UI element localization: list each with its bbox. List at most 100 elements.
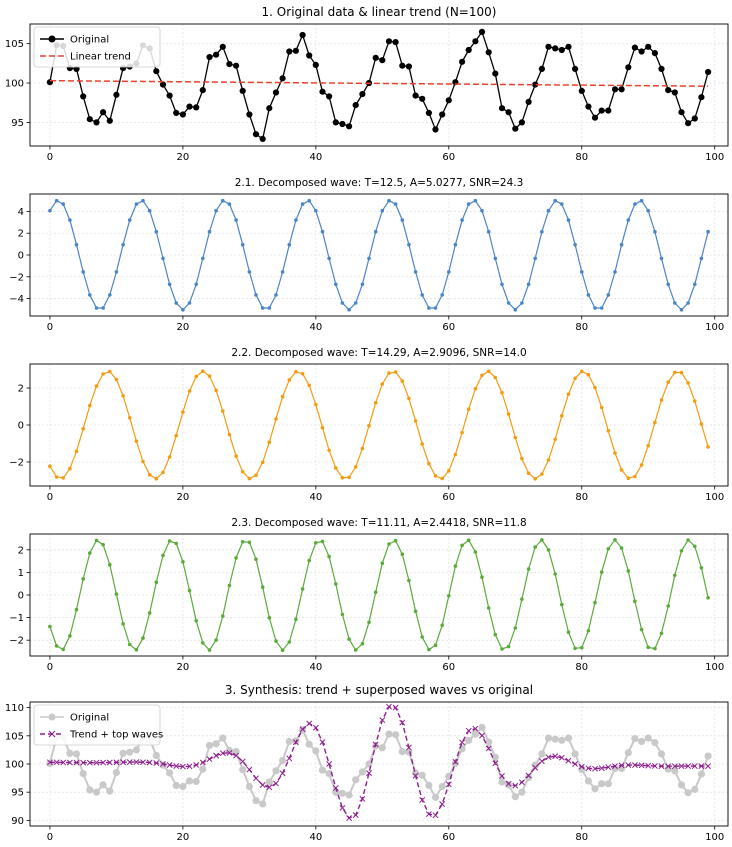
original-data-point bbox=[173, 109, 180, 116]
wave-point bbox=[473, 550, 478, 554]
wave-point bbox=[506, 644, 511, 649]
synthesis-point bbox=[532, 764, 539, 771]
synthesis-point bbox=[665, 763, 672, 770]
original-data-point bbox=[172, 781, 180, 790]
original-data-point bbox=[319, 88, 326, 95]
wave-point bbox=[586, 293, 591, 297]
synthesis-point bbox=[625, 762, 632, 768]
original-data-point bbox=[219, 734, 227, 742]
original-data-point bbox=[571, 750, 579, 758]
synthesis-point bbox=[113, 759, 120, 766]
chart-title: 1. Original data & linear trend (N=100) bbox=[262, 5, 497, 19]
synthesis-point bbox=[319, 739, 326, 746]
wave-point bbox=[573, 376, 577, 381]
wave-point bbox=[287, 378, 292, 382]
wave-point bbox=[127, 642, 132, 647]
wave-point bbox=[526, 567, 531, 571]
synthesis-point bbox=[73, 759, 80, 766]
synthesis-point bbox=[266, 784, 273, 791]
synthesis-point bbox=[399, 719, 406, 726]
wave-point bbox=[500, 390, 504, 395]
wave-point bbox=[320, 229, 325, 234]
original-data-point bbox=[233, 62, 240, 69]
wave-point bbox=[526, 471, 531, 476]
original-data-point bbox=[272, 767, 280, 775]
synthesis-point bbox=[465, 727, 472, 734]
wave-point bbox=[553, 198, 557, 203]
original-data-point bbox=[299, 31, 306, 39]
original-data-point bbox=[704, 752, 712, 760]
original-data-point bbox=[166, 92, 173, 99]
wave-point bbox=[466, 538, 471, 542]
wave-point bbox=[307, 558, 312, 563]
wave-point bbox=[413, 419, 418, 423]
original-data-point bbox=[113, 91, 120, 98]
synthesis-point bbox=[558, 754, 565, 761]
original-data-point bbox=[425, 781, 433, 790]
wave-point bbox=[260, 585, 265, 589]
original-data-point bbox=[598, 780, 606, 788]
wave-point bbox=[613, 270, 617, 274]
wave-point bbox=[114, 270, 119, 274]
original-data-point bbox=[651, 50, 659, 57]
wave-point bbox=[287, 640, 292, 644]
original-data-point bbox=[339, 120, 346, 128]
original-data-point bbox=[385, 730, 393, 738]
wave-point bbox=[214, 388, 218, 393]
original-data-point bbox=[259, 800, 267, 808]
synthesis-point bbox=[60, 759, 67, 766]
x-tick-label: 80 bbox=[575, 322, 588, 333]
original-data-point bbox=[558, 46, 565, 54]
wave-point bbox=[94, 538, 99, 543]
wave-point bbox=[167, 282, 172, 287]
wave-point bbox=[48, 464, 52, 469]
original-data-point bbox=[492, 70, 499, 77]
x-tick-label: 0 bbox=[47, 832, 53, 843]
wave-point bbox=[61, 476, 65, 480]
synthesis-point bbox=[366, 770, 372, 777]
x-tick-label: 0 bbox=[47, 492, 53, 503]
original-series-line bbox=[49, 30, 709, 140]
original-data-point bbox=[358, 768, 366, 776]
original-data-point bbox=[505, 781, 513, 789]
synthesis-point bbox=[100, 759, 107, 766]
synthesis-point bbox=[140, 759, 146, 766]
wave-point bbox=[127, 416, 132, 420]
plot-frame bbox=[29, 23, 729, 147]
original-data-point bbox=[471, 730, 479, 738]
wave-point bbox=[606, 429, 611, 433]
wave-point bbox=[533, 477, 537, 481]
wave-point bbox=[260, 460, 265, 465]
x-tick-label: 0 bbox=[47, 152, 53, 163]
original-data-point bbox=[605, 107, 612, 114]
wave-point bbox=[679, 308, 684, 312]
wave-point bbox=[659, 398, 664, 402]
original-data-point bbox=[226, 61, 233, 68]
x-tick-label: 0 bbox=[47, 322, 53, 333]
legend-box bbox=[33, 26, 161, 68]
wave-point bbox=[693, 399, 697, 403]
synthesis-point bbox=[485, 745, 492, 752]
wave-point bbox=[693, 544, 697, 549]
wave-point bbox=[327, 554, 331, 559]
synthesis-point bbox=[572, 761, 579, 767]
original-data-point bbox=[352, 776, 360, 784]
wave-point bbox=[240, 242, 245, 247]
synthesis-point bbox=[685, 763, 692, 770]
synthesis-point bbox=[126, 759, 133, 766]
original-data-point bbox=[439, 111, 446, 118]
wave-point bbox=[580, 270, 584, 274]
original-data-point bbox=[465, 736, 473, 744]
wave-point bbox=[493, 256, 498, 261]
legend-marker bbox=[48, 35, 56, 43]
synthesis-point bbox=[592, 765, 599, 772]
x-tick-label: 80 bbox=[575, 832, 588, 843]
synthesis-point bbox=[671, 763, 678, 770]
original-data-point bbox=[312, 61, 319, 68]
wave-point bbox=[673, 370, 677, 375]
wave-point bbox=[486, 229, 491, 234]
wave-point bbox=[247, 270, 252, 274]
synthesis-point bbox=[452, 758, 459, 765]
wave-point bbox=[407, 578, 411, 583]
